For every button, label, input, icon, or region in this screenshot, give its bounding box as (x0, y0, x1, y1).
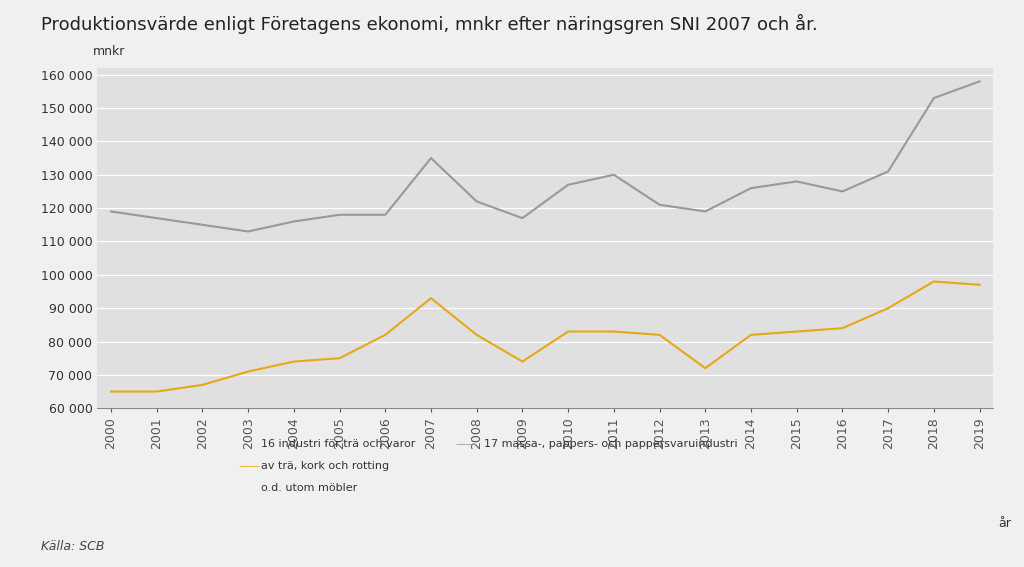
Text: 17 massa-, pappers- och pappersvaruindustri: 17 massa-, pappers- och pappersvaruindus… (484, 439, 738, 450)
Text: Produktionsvärde enligt Företagens ekonomi, mnkr efter näringsgren SNI 2007 och : Produktionsvärde enligt Företagens ekono… (41, 14, 818, 34)
Text: av trä, kork och rotting: av trä, kork och rotting (261, 461, 389, 471)
Text: o.d. utom möbler: o.d. utom möbler (261, 483, 357, 493)
Text: mnkr: mnkr (93, 45, 125, 58)
Text: år: år (997, 517, 1011, 530)
Text: 16 industri för trä och varor: 16 industri för trä och varor (261, 439, 416, 450)
Text: Källa: SCB: Källa: SCB (41, 540, 104, 553)
Text: ——: —— (239, 461, 261, 471)
Text: ——: —— (456, 439, 478, 450)
